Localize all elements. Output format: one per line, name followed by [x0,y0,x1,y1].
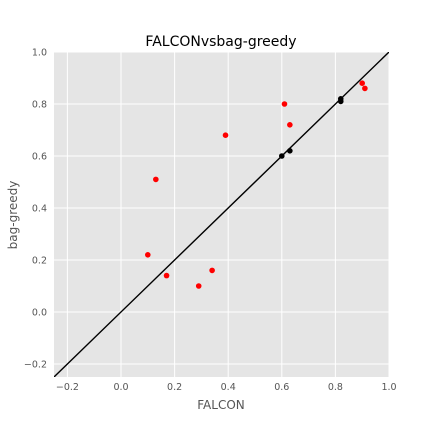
x-tick-label: 0.8 [328,382,343,393]
data-point-red [287,122,293,128]
y-tick-label: 0.8 [32,100,47,111]
y-axis-label: bag-greedy [6,181,20,250]
data-point-red [145,252,151,258]
y-tick-label: 0.2 [32,256,47,267]
x-tick-label: 0.4 [221,382,236,393]
y-tick-label: −0.2 [24,360,47,371]
x-tick-label: 0.0 [113,382,128,393]
data-point-red [195,283,202,289]
data-point-red [153,176,159,183]
x-tick-label: −0.2 [56,382,79,393]
x-tick-label: 0.2 [167,382,182,393]
y-tick-label: 0.0 [32,308,47,319]
data-point-red [281,101,288,107]
data-point-red [209,267,215,274]
y-tick-label: 0.6 [32,152,47,163]
data-point-red [163,272,170,279]
data-point-black [287,148,293,154]
data-point-red [359,80,366,86]
x-tick-labels: −0.2 0.0 0.2 0.4 0.6 0.8 1.0 [56,382,397,393]
x-tick-label: 1.0 [381,382,396,393]
grid [54,51,390,377]
data-point-black [337,98,344,105]
plot-area [54,52,389,377]
data-point-red [222,132,229,138]
x-tick-label: 0.6 [274,382,289,393]
chart-title: FALCONvsbag-greedy [145,34,296,50]
y-tick-label: 1.0 [32,48,47,59]
data-point-red [362,85,368,92]
y-tick-label: 0.4 [32,204,47,215]
data-points [145,80,368,289]
data-point-black [279,153,285,159]
y-tick-labels: −0.2 0.0 0.2 0.4 0.6 0.8 1.0 [24,48,47,371]
identity-line [54,52,389,377]
x-axis-label: FALCON [197,398,245,412]
